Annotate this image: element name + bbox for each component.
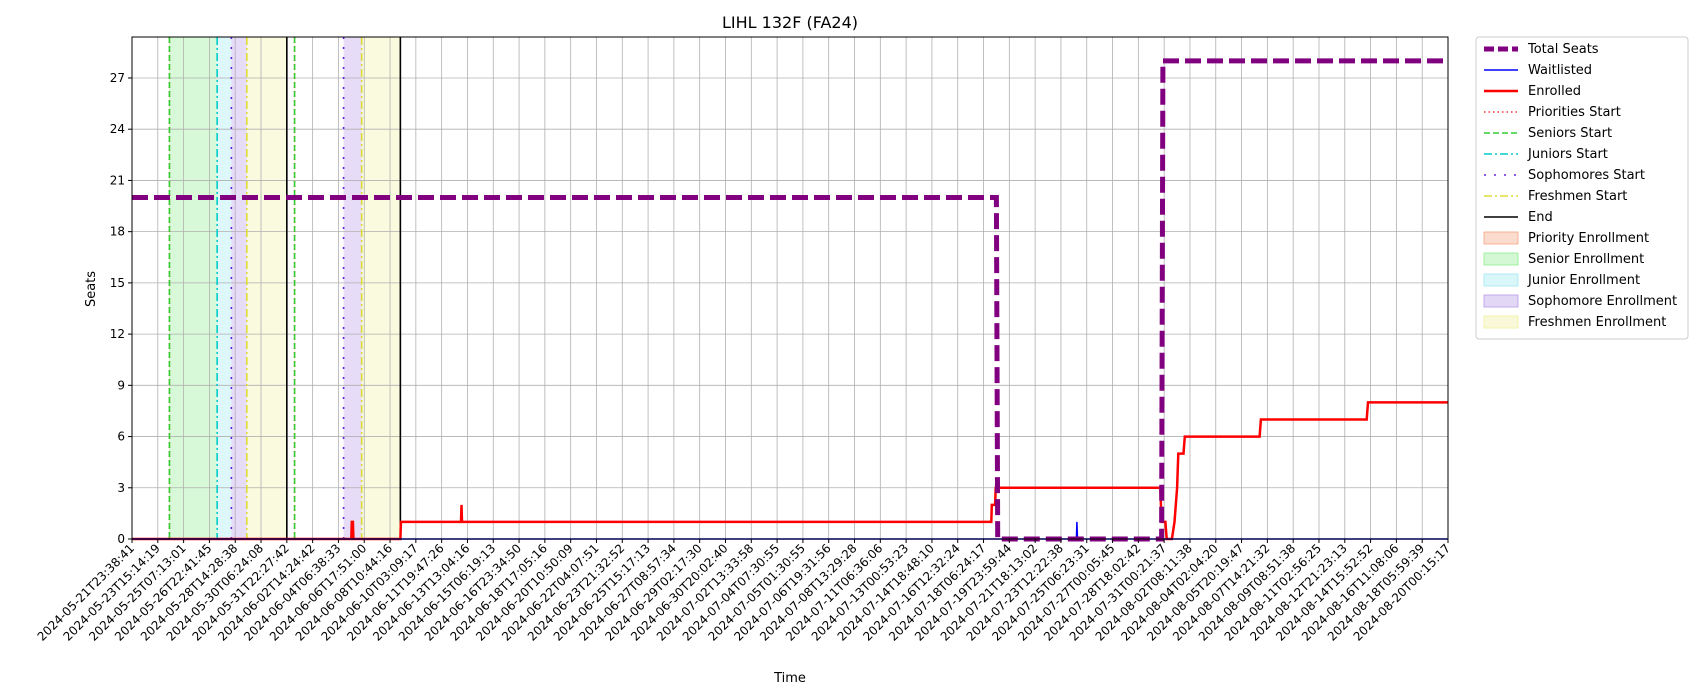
y-tick-label-7: 21 [110, 173, 125, 187]
legend-label-4: Seniors Start [1528, 126, 1612, 141]
y-tick-label-3: 9 [117, 378, 125, 392]
span-0-1 [294, 37, 296, 539]
legend-swatch-10 [1483, 252, 1519, 266]
legend-label-3: Priorities Start [1528, 105, 1621, 120]
y-tick-label-2: 6 [117, 430, 125, 444]
plot-background [132, 37, 1448, 539]
legend: Total Seats Waitlisted Enrolled Priorities … [1475, 36, 1689, 340]
legend-label-13: Freshmen Enrollment [1528, 315, 1666, 330]
y-tick-label-9: 27 [110, 71, 125, 85]
legend-label-7: Freshmen Start [1528, 189, 1627, 204]
legend-label-9: Priority Enrollment [1528, 231, 1649, 246]
y-tick-label-1: 3 [117, 481, 125, 495]
span-3-0 [231, 37, 247, 539]
y-tick-label-8: 24 [110, 122, 125, 136]
plot-frame [131, 36, 1449, 540]
span-0-0 [169, 37, 171, 539]
span-2-0 [217, 37, 232, 539]
y-tick-label-6: 18 [110, 225, 125, 239]
span-1-0 [169, 37, 218, 539]
legend-label-0: Total Seats [1527, 42, 1599, 57]
y-axis-label: Seats [84, 271, 99, 307]
legend-label-11: Junior Enrollment [1527, 273, 1640, 288]
legend-swatch-11 [1483, 273, 1519, 287]
span-4-0 [246, 37, 287, 539]
plot-area: 03691215182124272024-05-21T23:38:412024-… [35, 36, 1453, 644]
legend-swatch-12 [1483, 294, 1519, 308]
span-4-1 [361, 37, 401, 539]
chart-title: LIHL 132F (FA24) [722, 13, 858, 32]
y-tick-label-0: 0 [117, 532, 125, 546]
legend-label-8: End [1528, 210, 1553, 225]
y-tick-label-4: 12 [110, 327, 125, 341]
x-axis-label: Time [773, 671, 806, 686]
y-tick-label-5: 15 [110, 276, 125, 290]
legend-label-6: Sophomores Start [1528, 168, 1645, 183]
legend-swatch-9 [1483, 231, 1519, 245]
legend-swatch-13 [1483, 315, 1519, 329]
legend-label-10: Senior Enrollment [1528, 252, 1644, 267]
legend-label-2: Enrolled [1528, 84, 1581, 99]
legend-box [1475, 36, 1689, 340]
span-3-1 [343, 37, 362, 539]
legend-label-5: Juniors Start [1527, 147, 1608, 162]
legend-label-1: Waitlisted [1528, 63, 1592, 78]
legend-label-12: Sophomore Enrollment [1528, 294, 1677, 309]
